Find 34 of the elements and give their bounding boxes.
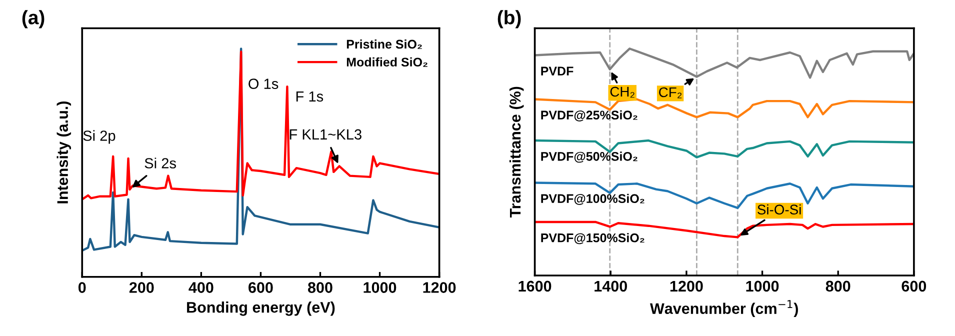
x-tick-label: 1400 [594, 280, 627, 292]
x-tick-label: 0 [78, 282, 86, 293]
annotation: F KL1~KL3 [290, 129, 362, 140]
legend-label: Modified SiO₂ [346, 57, 428, 67]
x-tick-label: 400 [188, 282, 214, 293]
x-tick-label: 1200 [670, 280, 703, 292]
annotation: CH₂ [610, 86, 634, 98]
annotation: F 1s [296, 91, 324, 102]
x-tick-label: 800 [826, 280, 850, 292]
x-tick-label: 600 [902, 280, 926, 292]
series-label: PVDF@100%SiO₂ [541, 194, 644, 205]
series-label: PVDF [541, 66, 574, 76]
y-axis-title: Intensity (a.u.) [56, 102, 72, 204]
series-label: PVDF@150%SiO₂ [541, 233, 644, 244]
x-tick-label: 1000 [746, 280, 779, 292]
x-tick-label: 800 [308, 282, 332, 293]
x-tick-label: 600 [248, 282, 273, 293]
chart-title: (b) [498, 10, 521, 28]
y-axis-title: Transmittance (%) [509, 86, 524, 218]
x-tick-label: 1000 [364, 282, 396, 293]
annotation: Si 2s [144, 158, 176, 168]
series-label: PVDF@50%SiO₂ [541, 152, 638, 163]
x-tick-label: 1200 [423, 282, 456, 293]
legend-label: Pristine SiO₂ [346, 39, 422, 49]
series-label: PVDF@25%SiO₂ [541, 110, 638, 122]
x-tick-label: 200 [129, 282, 154, 293]
x-axis-title: Bonding energy (eV) [187, 302, 335, 316]
annotation: Si 2p [83, 130, 116, 144]
chart-title: (a) [22, 10, 44, 28]
annotation: CF₂ [659, 87, 682, 98]
x-tick-label: 1600 [518, 280, 552, 292]
annotation: O 1s [248, 78, 278, 89]
annotation: Si-O-Si [758, 204, 801, 215]
x-axis-title: Wavenumber (cm$^{−1}$) [650, 300, 798, 317]
